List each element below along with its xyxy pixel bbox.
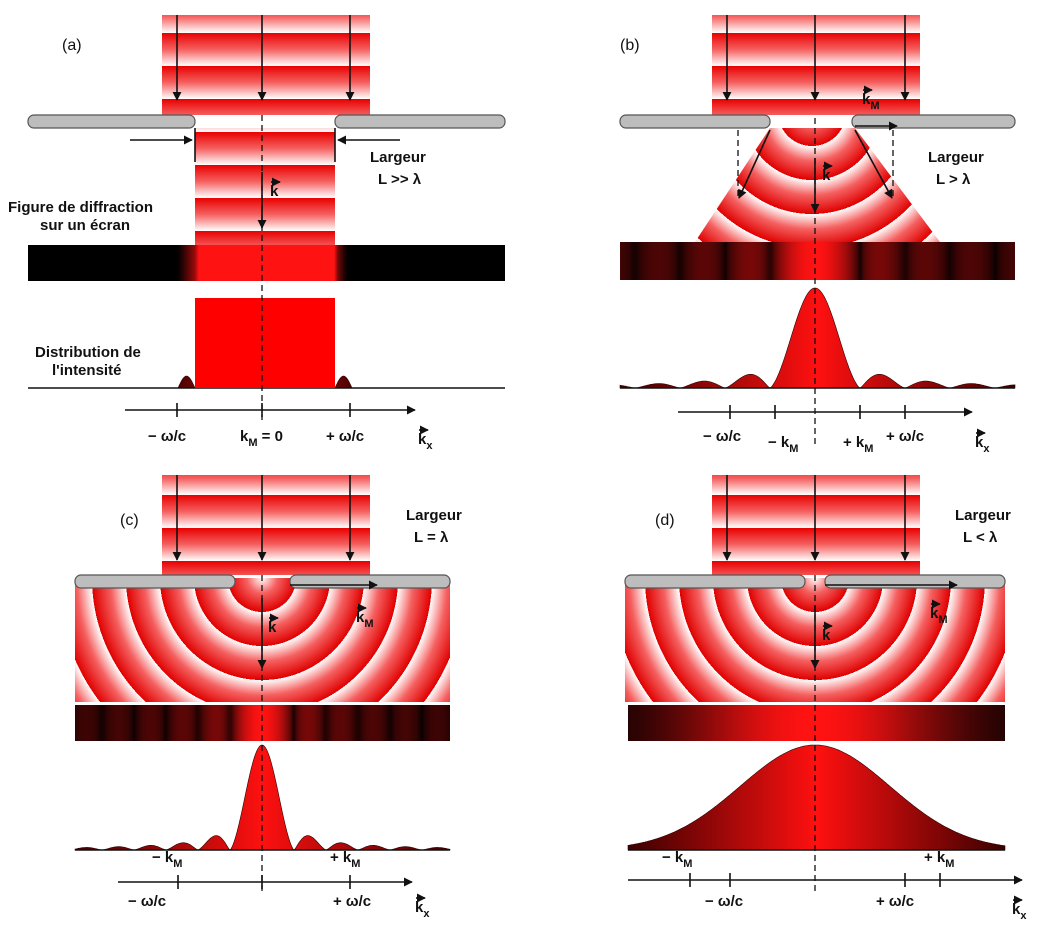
panel-label: (a) (62, 37, 82, 54)
k-label-main: k (822, 627, 831, 644)
axis-label-main: − ω/c (703, 428, 741, 445)
axis-label-main: + ω/c (333, 893, 371, 910)
wave-beam (712, 475, 920, 575)
screen-pattern (620, 242, 1015, 280)
axis-label-sub: M (789, 443, 798, 455)
axis-label: − kM (662, 849, 692, 870)
slit-plate (75, 575, 235, 588)
slit-plate (625, 575, 805, 588)
intensity-curve (628, 745, 1005, 850)
axis-label-main: − ω/c (148, 428, 186, 445)
width-title: Largeur (370, 149, 426, 166)
axis-label-sub: M (945, 858, 954, 870)
axis-label-main: + k (843, 434, 865, 451)
panel-label: (b) (620, 37, 640, 54)
axis-label-sub: x (1020, 910, 1027, 922)
page: Diffraction {"panels": [ {"label": "(a)"… (0, 0, 1039, 941)
axis-label-main: − ω/c (128, 893, 166, 910)
axis-label: − ω/c (128, 893, 166, 910)
axis-label-tail: = 0 (258, 428, 283, 445)
k-label: k (822, 167, 831, 184)
width-title: Largeur (955, 507, 1011, 524)
width-title: Largeur (406, 507, 462, 524)
axis-label: − kM (152, 849, 182, 870)
panel-label: (c) (120, 512, 139, 529)
axis-label-main: + k (924, 849, 946, 866)
screen-pattern (628, 705, 1005, 741)
k-label: k (268, 619, 277, 636)
intensity-note: Distribution de (35, 344, 141, 361)
axis-label: kx (415, 899, 430, 920)
k-label: k (822, 627, 831, 644)
screen-note: Figure de diffraction (8, 199, 153, 216)
axis-label: + kM (843, 434, 873, 455)
axis-label: + kM (330, 849, 360, 870)
axis-label-main: − k (152, 849, 174, 866)
axis-label-sub: M (248, 437, 257, 449)
axis-label: − kM (768, 434, 798, 455)
panel-label: (d) (655, 512, 675, 529)
wave-beam (162, 475, 370, 575)
wave-beam (712, 15, 920, 115)
axis-label: − ω/c (703, 428, 741, 445)
k-m-label-sub: M (938, 614, 947, 626)
wave-beam (162, 15, 370, 115)
axis-label-main: − k (662, 849, 684, 866)
axis-label-main: − ω/c (705, 893, 743, 910)
k-label-main: k (268, 619, 277, 636)
axis-label: kM = 0 (240, 428, 283, 449)
slit-plate (290, 575, 450, 588)
axis-label: + kM (924, 849, 954, 870)
screen-note: sur un écran (40, 217, 130, 234)
width-value: L >> λ (378, 171, 422, 188)
k-m-label-sub: M (870, 100, 879, 112)
slit-plate (620, 115, 770, 128)
diagram: (a) Largeur L >> λ Figure de diffractionsur… (0, 0, 1039, 941)
k-m-label-sub: M (364, 618, 373, 630)
axis-label-sub: M (864, 443, 873, 455)
axis-label-sub: M (683, 858, 692, 870)
screen-pattern (28, 245, 505, 281)
axis-label-sub: x (426, 440, 433, 452)
axis-label: − ω/c (148, 428, 186, 445)
axis-label: + ω/c (886, 428, 924, 445)
axis-label: kx (418, 431, 433, 452)
intensity-block (195, 298, 335, 388)
axis-label-main: + ω/c (876, 893, 914, 910)
body: (a) Largeur L >> λ Figure de diffractionsur… (0, 0, 1039, 941)
axis-label-main: − k (768, 434, 790, 451)
intensity-note: l'intensité (52, 362, 121, 379)
k-label-main: k (822, 167, 831, 184)
width-title: Largeur (928, 149, 984, 166)
axis-label: − ω/c (705, 893, 743, 910)
axis-label-main: + k (330, 849, 352, 866)
diffracted-waves (695, 128, 940, 242)
slit-plate (28, 115, 195, 128)
axis-label-main: + ω/c (886, 428, 924, 445)
axis-label-sub: M (173, 858, 182, 870)
axis-label-sub: x (983, 443, 990, 455)
slit-plate (335, 115, 505, 128)
axis-label: + ω/c (876, 893, 914, 910)
k-label-main: k (270, 183, 279, 200)
slit-plate (825, 575, 1005, 588)
intensity-curve (620, 288, 1015, 388)
k-label: k (270, 183, 279, 200)
axis-label: kx (1012, 901, 1027, 922)
axis-label: + ω/c (333, 893, 371, 910)
axis-label: kx (975, 434, 990, 455)
axis-label-main: + ω/c (326, 428, 364, 445)
width-value: L < λ (963, 529, 998, 546)
wave-beam (195, 128, 335, 245)
axis-label-sub: M (351, 858, 360, 870)
axis-label-sub: x (423, 908, 430, 920)
axis-label: + ω/c (326, 428, 364, 445)
width-value: L > λ (936, 171, 971, 188)
width-value: L = λ (414, 529, 449, 546)
